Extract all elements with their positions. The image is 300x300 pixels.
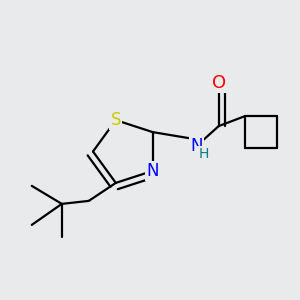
Text: O: O <box>212 74 226 92</box>
Text: H: H <box>199 147 209 161</box>
Text: N: N <box>146 162 159 180</box>
Text: N: N <box>190 136 203 154</box>
Text: S: S <box>111 111 121 129</box>
